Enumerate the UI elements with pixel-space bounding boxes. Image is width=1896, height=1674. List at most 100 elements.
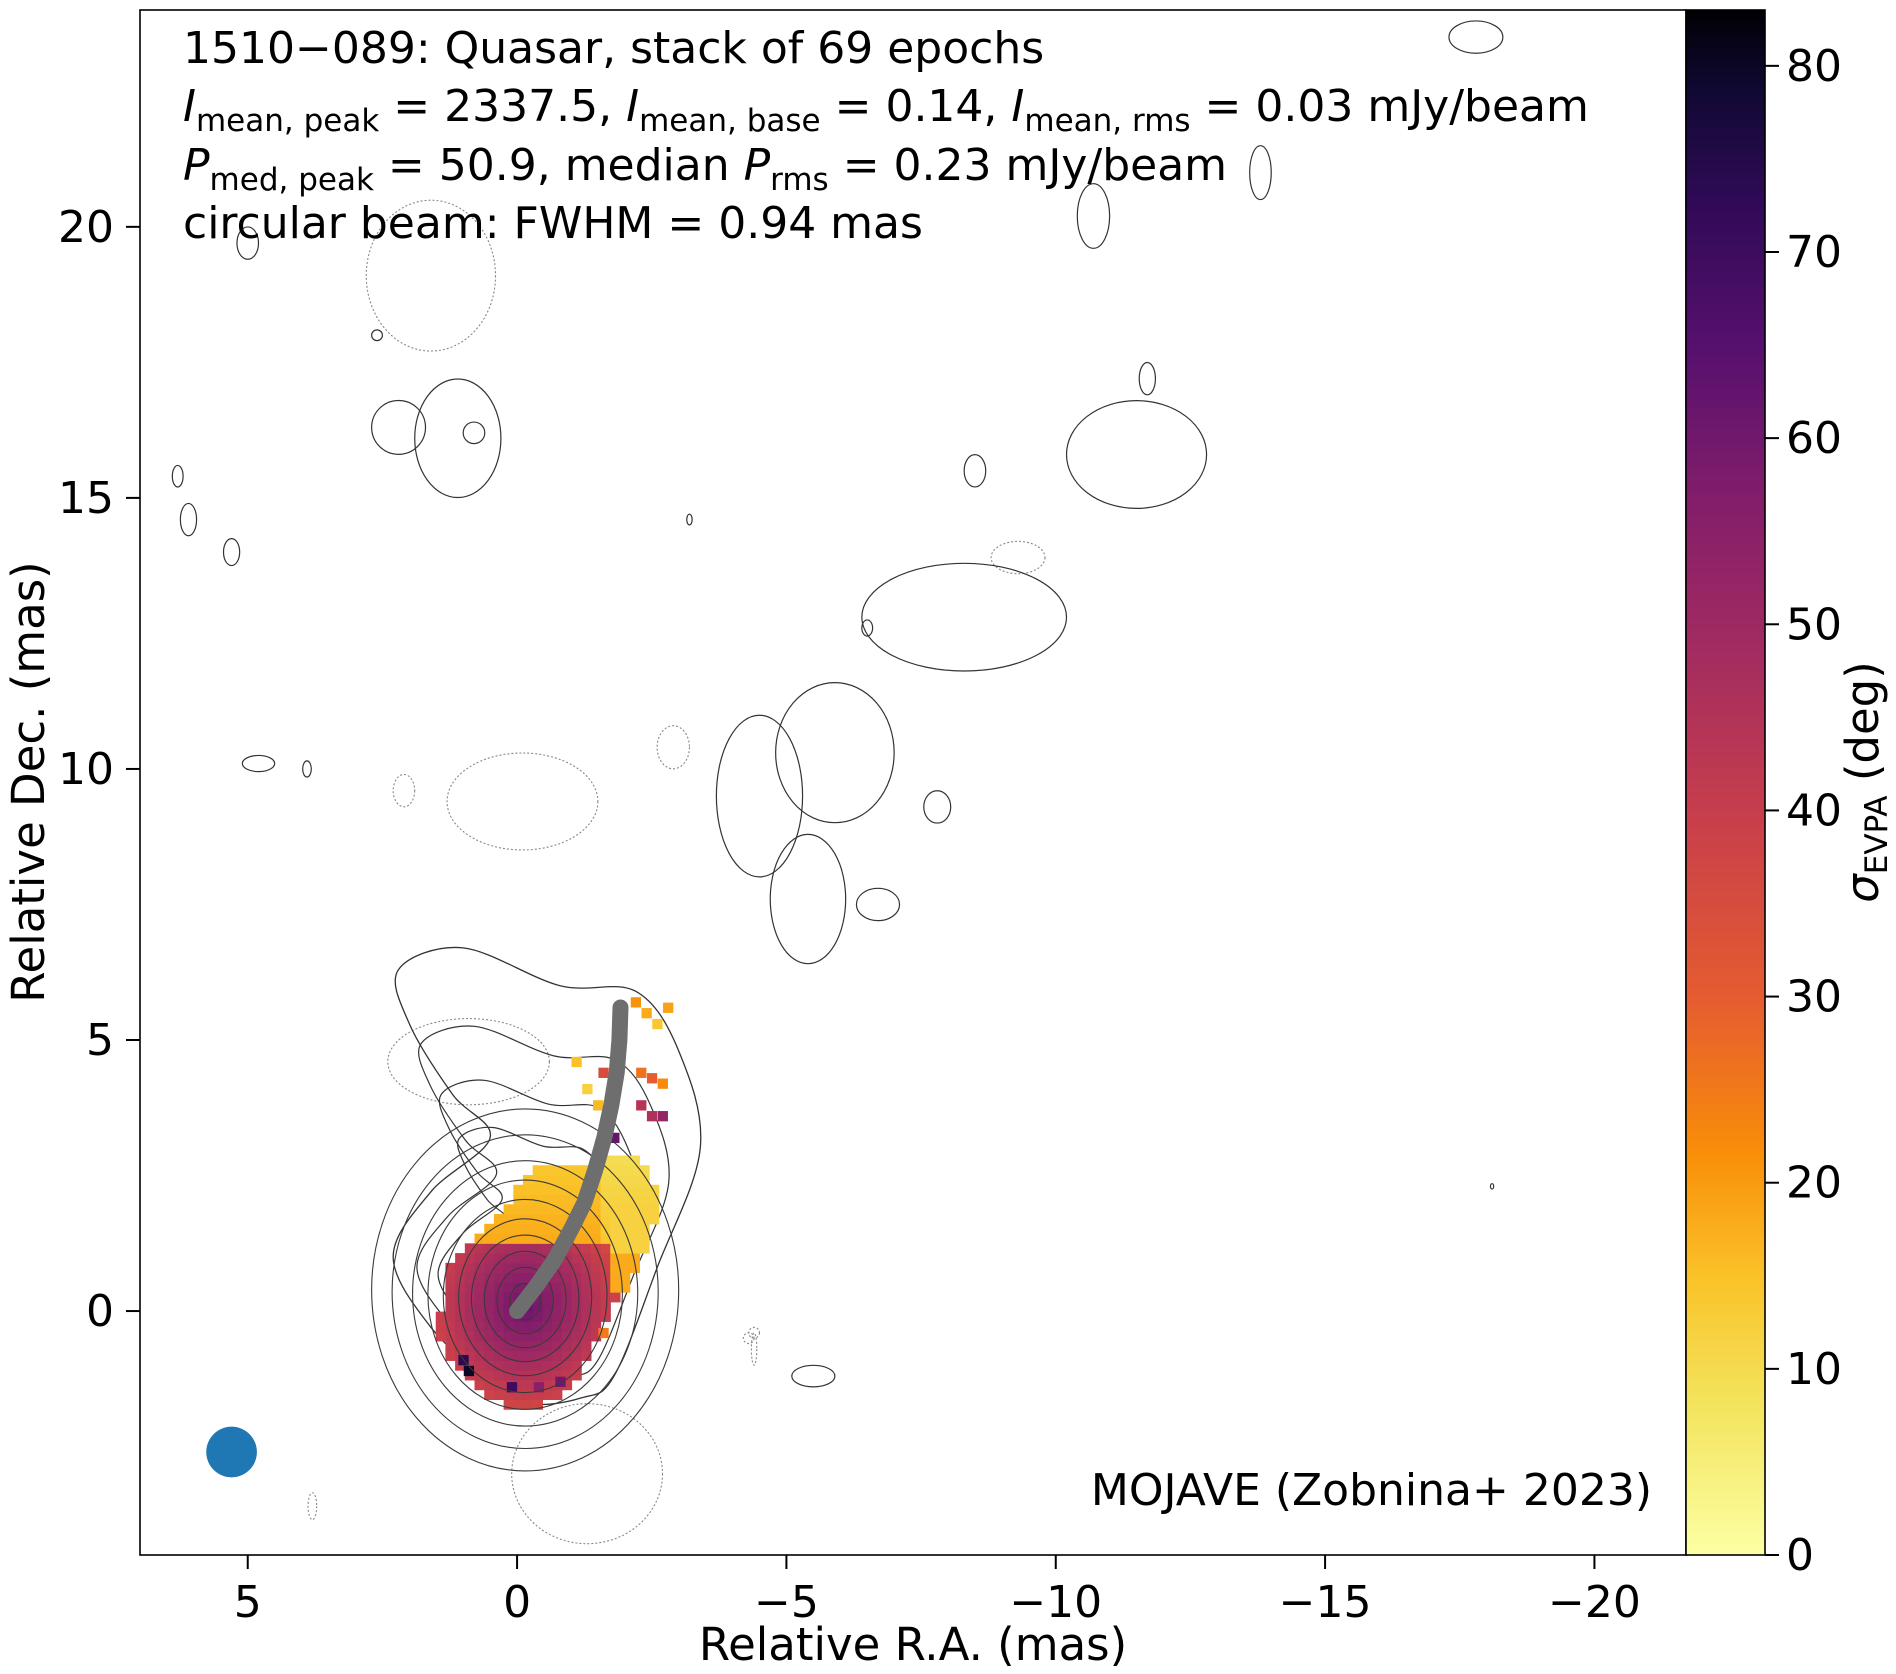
pol-pixel (561, 1282, 573, 1293)
pol-pixel (571, 1282, 582, 1293)
pol-pixel (464, 1262, 476, 1274)
pol-pixel (503, 1389, 514, 1400)
annotation-intensity: Imean, peak = 2337.5, Imean, base = 0.14… (183, 81, 1589, 139)
pol-pixel (600, 1175, 611, 1186)
pol-pixel (561, 1272, 573, 1283)
pol-pixel (571, 1360, 582, 1371)
pol-pixel (657, 1111, 668, 1122)
pol-pixel (629, 1175, 640, 1186)
pol-pixel (649, 1204, 660, 1215)
pol-pixel (610, 1272, 621, 1283)
contour-blob (775, 682, 895, 824)
x-tick-label: 5 (234, 1577, 262, 1628)
pol-pixel (493, 1253, 505, 1264)
pol-pixel (610, 1204, 621, 1215)
pol-pixel (503, 1233, 514, 1244)
y-tick-label: 20 (58, 202, 114, 253)
pol-pixel (619, 1223, 631, 1235)
pol-pixel (561, 1204, 573, 1215)
pol-pixel (493, 1321, 505, 1332)
pol-pixel (571, 1184, 582, 1196)
pol-pixel (513, 1360, 524, 1371)
colorbar-tick-label: 60 (1786, 413, 1842, 464)
pol-pixel (652, 1018, 663, 1030)
y-tick-label: 15 (58, 473, 114, 524)
pol-pixel (639, 1175, 650, 1186)
pol-pixel (484, 1223, 495, 1235)
x-tick-label: −5 (754, 1577, 819, 1628)
pol-pixel (522, 1350, 534, 1361)
pol-pixel (542, 1360, 553, 1371)
pol-pixel (561, 1301, 573, 1313)
pol-pixel (513, 1253, 524, 1264)
pol-pixel (503, 1321, 514, 1332)
pol-pixel (571, 1194, 582, 1205)
pol-pixel (619, 1262, 631, 1274)
pol-pixel (552, 1301, 563, 1313)
pol-pixel (474, 1243, 485, 1254)
contour-blob (1138, 361, 1157, 396)
pol-pixel (503, 1214, 514, 1225)
pol-pixel (503, 1272, 514, 1283)
pol-pixel (474, 1350, 485, 1361)
pol-pixel (561, 1331, 573, 1342)
pol-pixel (522, 1272, 534, 1283)
pol-pixel (552, 1175, 563, 1186)
pol-pixel (590, 1282, 602, 1293)
pol-pixel (484, 1233, 495, 1244)
pol-pixel (590, 1331, 602, 1342)
pol-pixel (445, 1321, 456, 1332)
pol-pixel (552, 1350, 563, 1361)
pol-pixel (649, 1194, 660, 1205)
contour-blob (414, 378, 502, 499)
pol-pixel (629, 1233, 640, 1244)
colorbar-label: σEVPA (deg) (1836, 661, 1895, 902)
pol-pixel (552, 1272, 563, 1283)
pol-pixel (503, 1340, 514, 1352)
pol-pixel (571, 1262, 582, 1274)
pol-pixel (639, 1233, 650, 1244)
pol-pixel (503, 1311, 514, 1322)
pol-pixel (435, 1331, 447, 1342)
contour-blob (923, 790, 952, 824)
pol-pixel (561, 1214, 573, 1225)
core-contour (509, 1282, 542, 1321)
pol-pixel (522, 1204, 534, 1215)
pol-pixel (598, 1067, 609, 1078)
pol-pixel (464, 1243, 476, 1254)
pol-pixel (571, 1175, 582, 1186)
pol-pixel (484, 1301, 495, 1313)
pol-pixel (493, 1370, 505, 1381)
colorbar-tick-label: 40 (1786, 785, 1842, 836)
y-tick-label: 5 (86, 1015, 114, 1066)
core-contour (412, 1160, 639, 1427)
pol-pixel (464, 1360, 476, 1371)
pol-pixel (619, 1204, 631, 1215)
pol-pixel (542, 1331, 553, 1342)
pol-pixel (522, 1389, 534, 1400)
x-axis-ticks: 5 0 −5 −10 −15 −20 (234, 1555, 1641, 1628)
pol-pixel (474, 1233, 485, 1244)
pol-pixel (610, 1223, 621, 1235)
pol-pixel (503, 1370, 514, 1381)
pol-pixel (474, 1301, 485, 1313)
pol-pixel (552, 1370, 563, 1381)
dotted-contour (750, 1332, 758, 1366)
dotted-contour (446, 752, 599, 851)
pol-pixel (503, 1262, 514, 1274)
y-tick-label: 10 (58, 744, 114, 795)
pol-pixel (532, 1165, 543, 1176)
pol-pixel (581, 1340, 592, 1352)
pol-pixel (474, 1331, 485, 1342)
pol-pixel (590, 1204, 602, 1215)
pol-pixel (464, 1311, 476, 1322)
pol-pixel (474, 1340, 485, 1352)
pol-pixel (561, 1340, 573, 1352)
pol-pixel (610, 1194, 621, 1205)
pol-pixel (464, 1340, 476, 1352)
core-contour (371, 1108, 680, 1472)
pol-pixel (646, 1111, 658, 1122)
x-tick-label: −10 (1009, 1577, 1102, 1628)
pol-pixel (629, 1184, 640, 1196)
pol-pixel (532, 1399, 543, 1410)
